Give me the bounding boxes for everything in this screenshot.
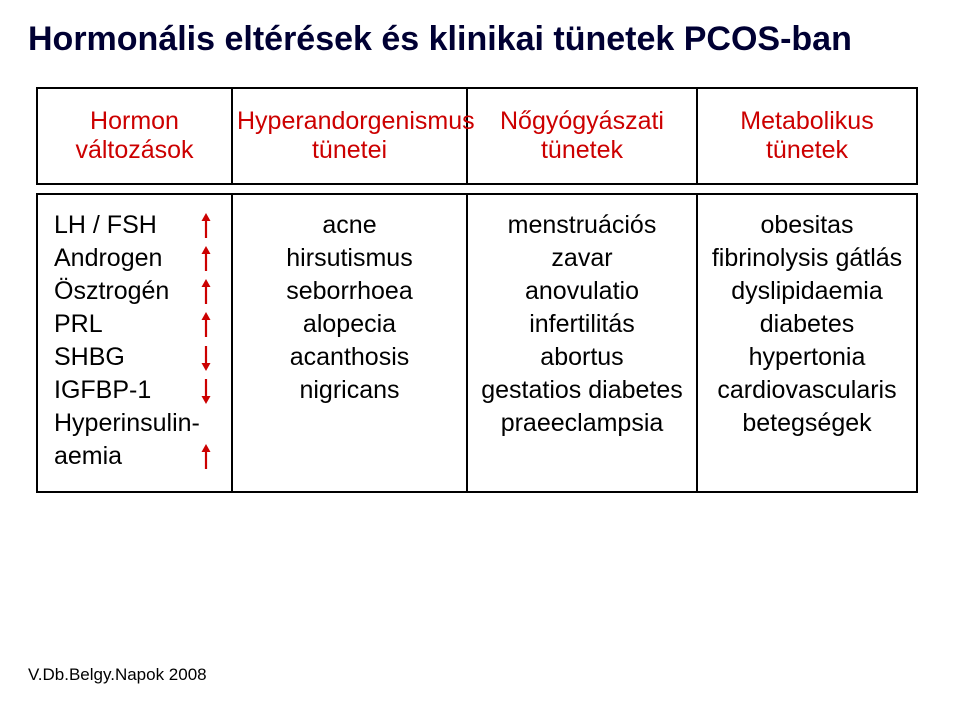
header-table: Hormon változások Hyperandorgenismus tün… <box>36 87 918 185</box>
hormon-label-2: Ösztrogén <box>54 275 169 308</box>
c4-r4: hypertonia <box>704 341 910 374</box>
header-row: Hormon változások Hyperandorgenismus tün… <box>37 88 917 184</box>
arrow-wrap-3 <box>103 312 225 338</box>
arrow-wrap-5 <box>151 378 225 404</box>
hormon-label-4: SHBG <box>54 341 125 374</box>
c4-r0: obesitas <box>704 209 910 242</box>
hormon-line-6: Hyperinsulin- <box>54 407 225 440</box>
arrow-up-icon <box>201 444 211 470</box>
tables-wrapper: Hormon változások Hyperandorgenismus tün… <box>28 87 932 493</box>
hormon-line-7: aemia <box>54 440 225 473</box>
hormon-line-5: IGFBP-1 <box>54 374 225 407</box>
header-3b: tünetek <box>472 136 692 165</box>
footer-text: V.Db.Belgy.Napok 2008 <box>28 665 207 685</box>
header-2b: tünetei <box>237 136 462 165</box>
page-title: Hormonális eltérések és klinikai tünetek… <box>28 20 932 59</box>
hormon-label-0: LH / FSH <box>54 209 157 242</box>
arrow-wrap-7 <box>122 444 225 470</box>
header-4a: Metabolikus <box>702 107 912 136</box>
header-cell-4: Metabolikus tünetek <box>697 88 917 184</box>
arrow-up-icon <box>201 312 211 338</box>
c3-r2: infertilitás <box>474 308 690 341</box>
c4-r1: fibrinolysis gátlás <box>704 242 910 275</box>
c4-r6: betegségek <box>704 407 910 440</box>
arrow-wrap-1 <box>162 246 225 272</box>
header-2a: Hyperandorgenismus <box>237 107 462 136</box>
header-cell-3: Nőgyógyászati tünetek <box>467 88 697 184</box>
arrow-down-icon <box>201 345 211 371</box>
c4-r5: cardiovascularis <box>704 374 910 407</box>
c3-r3: abortus <box>474 341 690 374</box>
c4-r3: diabetes <box>704 308 910 341</box>
header-cell-2: Hyperandorgenismus tünetei <box>232 88 467 184</box>
header-1b: változások <box>42 136 227 165</box>
arrow-up-icon <box>201 246 211 272</box>
hormon-label-5: IGFBP-1 <box>54 374 151 407</box>
header-4b: tünetek <box>702 136 912 165</box>
arrow-up-icon <box>201 279 211 305</box>
c3-r0: menstruációs zavar <box>474 209 690 275</box>
body-table: LH / FSH Androgen Ösztrogén PRL <box>36 193 918 493</box>
c2-r1: hirsutismus <box>239 242 460 275</box>
hormon-label-6: Hyperinsulin- <box>54 407 200 440</box>
c4-r2: dyslipidaemia <box>704 275 910 308</box>
arrow-wrap-2 <box>169 279 225 305</box>
c2-r2: seborrhoea <box>239 275 460 308</box>
c3-r5: praeeclampsia <box>474 407 690 440</box>
c2-r5: nigricans <box>239 374 460 407</box>
hormon-line-3: PRL <box>54 308 225 341</box>
c2-r0: acne <box>239 209 460 242</box>
c3-r1: anovulatio <box>474 275 690 308</box>
body-cell-metab: obesitas fibrinolysis gátlás dyslipidaem… <box>697 194 917 492</box>
arrow-down-icon <box>201 378 211 404</box>
hormon-line-2: Ösztrogén <box>54 275 225 308</box>
header-cell-1: Hormon változások <box>37 88 232 184</box>
hormon-line-1: Androgen <box>54 242 225 275</box>
body-cell-hormon: LH / FSH Androgen Ösztrogén PRL <box>37 194 232 492</box>
header-1a: Hormon <box>42 107 227 136</box>
arrow-wrap-0 <box>157 213 225 239</box>
body-cell-gyn: menstruációs zavar anovulatio infertilit… <box>467 194 697 492</box>
hormon-line-0: LH / FSH <box>54 209 225 242</box>
hormon-line-4: SHBG <box>54 341 225 374</box>
c2-r4: acanthosis <box>239 341 460 374</box>
body-row: LH / FSH Androgen Ösztrogén PRL <box>37 194 917 492</box>
body-cell-hyperandro: acne hirsutismus seborrhoea alopecia aca… <box>232 194 467 492</box>
header-3a: Nőgyógyászati <box>472 107 692 136</box>
c2-r3: alopecia <box>239 308 460 341</box>
hormon-label-7: aemia <box>54 440 122 473</box>
arrow-up-icon <box>201 213 211 239</box>
hormon-label-1: Androgen <box>54 242 162 275</box>
slide: Hormonális eltérések és klinikai tünetek… <box>0 0 960 707</box>
hormon-label-3: PRL <box>54 308 103 341</box>
arrow-wrap-4 <box>125 345 225 371</box>
c3-r4: gestatios diabetes <box>474 374 690 407</box>
